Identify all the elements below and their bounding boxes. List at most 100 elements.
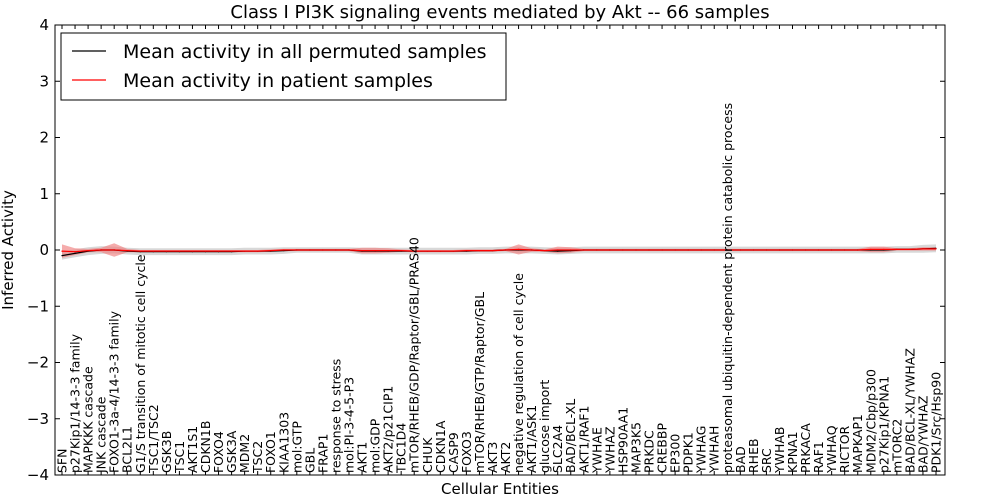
patient-point-1 <box>74 251 76 253</box>
permuted-band <box>62 244 936 260</box>
x-tick-label: CDKN1A <box>433 420 448 473</box>
patient-point-63 <box>883 248 885 250</box>
x-tick-label: MAP3K5 <box>628 422 643 473</box>
patient-point-53 <box>752 249 755 251</box>
x-tick-label: mTORC2 <box>889 419 904 473</box>
patient-point-22 <box>348 249 350 251</box>
patient-point-39 <box>570 249 572 251</box>
patient-point-52 <box>739 249 741 251</box>
patient-point-21 <box>335 249 337 251</box>
x-tick-label: CHUK <box>420 437 435 473</box>
patient-point-16 <box>270 250 272 252</box>
x-tick-label: YWHAZ <box>602 426 617 474</box>
x-tick-label: TSC1/TSC2 <box>146 404 161 474</box>
x-tick-label: FOXO1 <box>263 431 278 473</box>
x-tick-label: YWHAH <box>707 426 722 474</box>
x-tick-label: AKT1 <box>355 442 370 473</box>
x-tick-label: YWHAB <box>772 426 787 474</box>
x-tick-label: PRKACA <box>798 423 813 473</box>
patient-point-43 <box>622 249 624 251</box>
x-tick-label: YWHAE <box>589 427 604 474</box>
x-tick-label: FOXO1-3a-4/14-3-3 family <box>107 310 122 473</box>
x-axis-label: Cellular Entities <box>441 480 559 498</box>
x-tick-label: AKT1/RAF1 <box>576 406 591 473</box>
patient-point-23 <box>361 250 363 252</box>
y-tick-label: −4 <box>27 466 49 484</box>
y-tick-label: −2 <box>27 354 49 372</box>
series-lines <box>61 247 937 257</box>
patient-point-64 <box>896 248 898 250</box>
patient-point-27 <box>413 250 415 252</box>
x-tick-label: AKT1/ASK1 <box>524 405 539 473</box>
x-tick-label: PDPK1 <box>681 432 696 473</box>
x-tick-label: p27Kip1/14-3-3 family <box>68 333 83 473</box>
x-tick-label: TSC1 <box>172 441 187 474</box>
x-tick-label: PDK1/Src/Hsp90 <box>929 372 944 473</box>
x-tick-label: CASP9 <box>446 432 461 473</box>
x-tick-label: KPNA1 <box>785 431 800 473</box>
x-tick-label: GSK3A <box>224 430 239 473</box>
y-tick-label: 2 <box>39 129 49 147</box>
permuted-point-0 <box>61 255 63 257</box>
patient-point-55 <box>778 249 781 251</box>
x-tick-label: proteasomal ubiquitin-dependent protein … <box>720 103 735 473</box>
x-tick-label: TBC1D4 <box>394 423 409 474</box>
patient-point-15 <box>257 250 259 252</box>
x-tick-label: mTOR/RHEB/GTP/Raptor/GBL <box>472 292 487 473</box>
y-tick-label: 1 <box>39 185 49 203</box>
x-tick-label: AKT2/p21CIP1 <box>381 386 396 473</box>
x-tick-label: AKT3 <box>485 442 500 473</box>
patient-point-28 <box>426 250 428 252</box>
patient-point-6 <box>139 250 141 252</box>
patient-point-11 <box>204 250 207 252</box>
x-tick-label: response to stress <box>328 359 343 473</box>
y-tick-label: −1 <box>27 297 49 315</box>
x-tick-label: G1/S transition of mitotic cell cycle <box>133 254 148 473</box>
patient-point-49 <box>700 249 702 251</box>
patient-point-59 <box>831 249 833 251</box>
x-tick-label: FOXO4 <box>211 431 226 473</box>
patient-point-41 <box>596 249 598 251</box>
patient-point-61 <box>857 249 859 251</box>
patient-point-5 <box>126 250 128 252</box>
patient-point-12 <box>217 250 220 252</box>
x-tick-label: BAD <box>733 446 748 473</box>
patient-point-10 <box>191 250 193 252</box>
patient-point-33 <box>491 250 494 252</box>
x-tick-label: SFN <box>55 449 70 473</box>
chart-title: Class I PI3K signaling events mediated b… <box>230 2 769 23</box>
x-tick-label: RHEB <box>746 438 761 473</box>
patient-point-35 <box>518 248 520 250</box>
y-tick-label: 0 <box>39 241 49 259</box>
patient-point-18 <box>296 249 298 251</box>
patient-line <box>61 248 936 253</box>
x-tick-label: YWHAQ <box>824 425 839 474</box>
patient-point-34 <box>504 249 507 251</box>
x-tick-label: PRKDC <box>642 430 657 473</box>
patient-point-17 <box>283 249 285 251</box>
x-tick-label: mol:PI-3-4-5-P3 <box>341 377 356 473</box>
patient-point-45 <box>648 249 650 251</box>
patient-point-7 <box>152 250 154 252</box>
patient-point-20 <box>322 249 324 251</box>
patient-point-65 <box>909 248 911 250</box>
x-tick-label: SRC <box>759 448 774 473</box>
patient-point-26 <box>400 250 402 252</box>
patient-point-36 <box>531 249 533 251</box>
x-tick-label: FOXO3 <box>459 431 474 473</box>
patient-point-19 <box>309 249 311 251</box>
x-tick-label: RAF1 <box>811 441 826 473</box>
x-tick-label: BAD/BCL-XL <box>563 399 578 473</box>
x-tick-label: BAD/YWHAZ <box>915 396 930 473</box>
patient-point-37 <box>544 250 546 252</box>
x-tick-label: mol:GDP <box>368 418 383 473</box>
x-tick-label: negative regulation of cell cycle <box>511 273 526 473</box>
patient-point-24 <box>374 250 376 252</box>
patient-point-54 <box>765 249 768 251</box>
legend-box <box>60 32 507 101</box>
patient-point-48 <box>687 249 689 251</box>
x-tick-label: p27Kip1/KPNA1 <box>876 376 891 473</box>
patient-point-58 <box>818 249 820 251</box>
